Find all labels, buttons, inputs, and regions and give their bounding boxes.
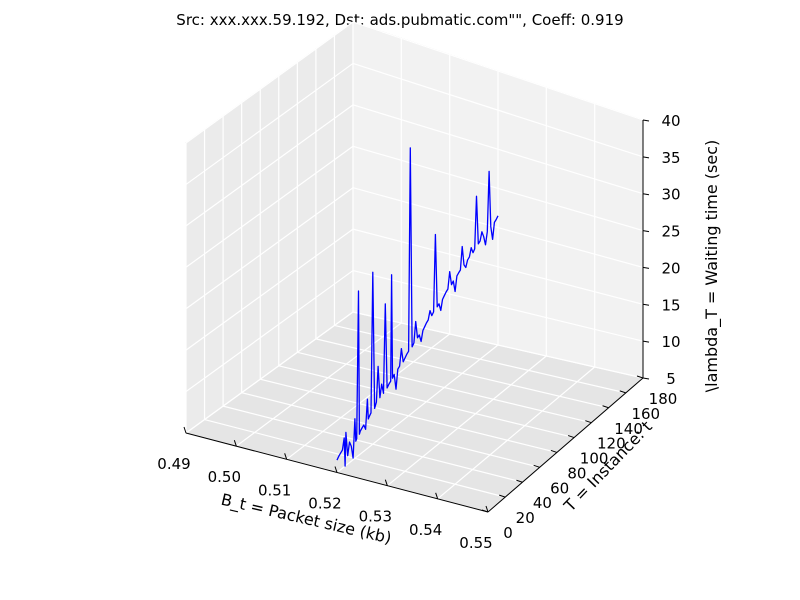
y-tick-mark <box>481 509 489 513</box>
z-tick-mark <box>642 156 650 159</box>
z-tick-mark <box>642 230 650 233</box>
grid-line-z <box>352 228 644 305</box>
grid-line-y <box>260 378 558 454</box>
y-tick-label: 60 <box>550 479 569 497</box>
x-tick-mark <box>435 492 439 499</box>
grid-line-z <box>185 145 354 268</box>
x-tick-label: 0.54 <box>409 521 442 539</box>
x-tick-label: 0.52 <box>308 495 341 513</box>
z-tick-label: 40 <box>661 112 680 130</box>
y-tick-label: 0 <box>503 524 513 542</box>
grid-line-z <box>352 21 644 121</box>
series-line <box>336 147 499 467</box>
y-tick-mark <box>585 420 592 424</box>
grid-line-y <box>222 405 523 483</box>
z-tick-mark <box>642 303 650 306</box>
x-tick-label: 0.55 <box>459 534 492 552</box>
grid-line-y <box>204 418 506 498</box>
z-tick-label: 20 <box>661 259 680 277</box>
z-tick-mark <box>642 266 650 269</box>
grid-line-z <box>185 187 354 310</box>
x-tick-mark <box>485 505 489 513</box>
y-tick-label: 120 <box>597 435 626 453</box>
y-tick-mark <box>550 449 558 453</box>
grid-line-z <box>352 145 644 232</box>
y-tick-label: 40 <box>533 494 552 512</box>
z-tick-label: 15 <box>661 296 680 314</box>
grid-line-y <box>241 392 540 468</box>
z-tick-label: 5 <box>666 370 676 388</box>
z-tick-mark <box>642 193 650 196</box>
data-series <box>336 147 499 467</box>
grid-line-y <box>278 365 575 439</box>
grid-line-y <box>297 351 592 424</box>
grid-line-x <box>336 344 499 473</box>
tick-labels: 0.490.500.510.520.530.540.55020406080100… <box>157 112 680 552</box>
y-tick-mark <box>602 405 609 409</box>
y-axis-line <box>487 377 644 513</box>
y-tick-mark <box>533 464 540 468</box>
grid-line-x <box>286 333 451 460</box>
z-tick-label: 10 <box>661 333 680 351</box>
y-tick-mark <box>499 494 506 498</box>
grid-line-z <box>185 228 354 351</box>
grid-line-y <box>334 324 626 394</box>
grid-line-z <box>352 187 644 269</box>
y-tick-label: 100 <box>580 450 609 468</box>
x-tick-label: 0.53 <box>359 508 392 526</box>
axis-panes <box>184 21 645 513</box>
x-tick-mark <box>384 479 388 486</box>
grid-line-y <box>315 338 609 409</box>
grid-line-x <box>437 366 596 500</box>
y-tick-label: 180 <box>649 390 678 408</box>
grid-line-z <box>185 62 354 185</box>
z-tick-label: 35 <box>661 149 680 167</box>
x-tick-label: 0.49 <box>157 455 190 473</box>
z-tick-mark <box>642 377 650 380</box>
grid-line-z <box>352 104 644 195</box>
x-tick-mark <box>233 440 237 447</box>
grid-line-z <box>352 62 644 158</box>
x-tick-mark <box>183 426 187 434</box>
y-tick-mark <box>619 390 626 394</box>
x-tick-label: 0.50 <box>208 468 241 486</box>
z-tick-mark <box>642 119 650 122</box>
x-tick-mark <box>334 466 338 473</box>
grid-line-z <box>352 311 644 379</box>
y-tick-label: 140 <box>614 420 643 438</box>
z-tick-mark <box>642 340 650 343</box>
z-axis-label: \lambda_T = Waiting time (sec) <box>702 140 722 393</box>
x-tick-mark <box>284 453 288 460</box>
grid-lines <box>185 21 644 513</box>
grid-line-z <box>185 311 354 434</box>
y-tick-mark <box>516 479 523 483</box>
y-tick-mark <box>636 375 644 379</box>
z-tick-label: 25 <box>661 223 680 241</box>
grid-line-z <box>352 269 644 342</box>
chart-title: Src: xxx.xxx.59.192, Dst: ads.pubmatic.c… <box>176 11 623 29</box>
grid-line-z <box>185 270 354 393</box>
grid-line-x <box>386 355 547 487</box>
grid-line-z <box>185 21 354 144</box>
y-tick-label: 80 <box>567 464 586 482</box>
y-tick-label: 20 <box>516 509 535 527</box>
y-tick-mark <box>567 435 575 439</box>
grid-line-z <box>185 104 354 227</box>
x-tick-label: 0.51 <box>258 481 291 499</box>
z-tick-label: 30 <box>661 186 680 204</box>
y-tick-label: 160 <box>631 405 660 423</box>
